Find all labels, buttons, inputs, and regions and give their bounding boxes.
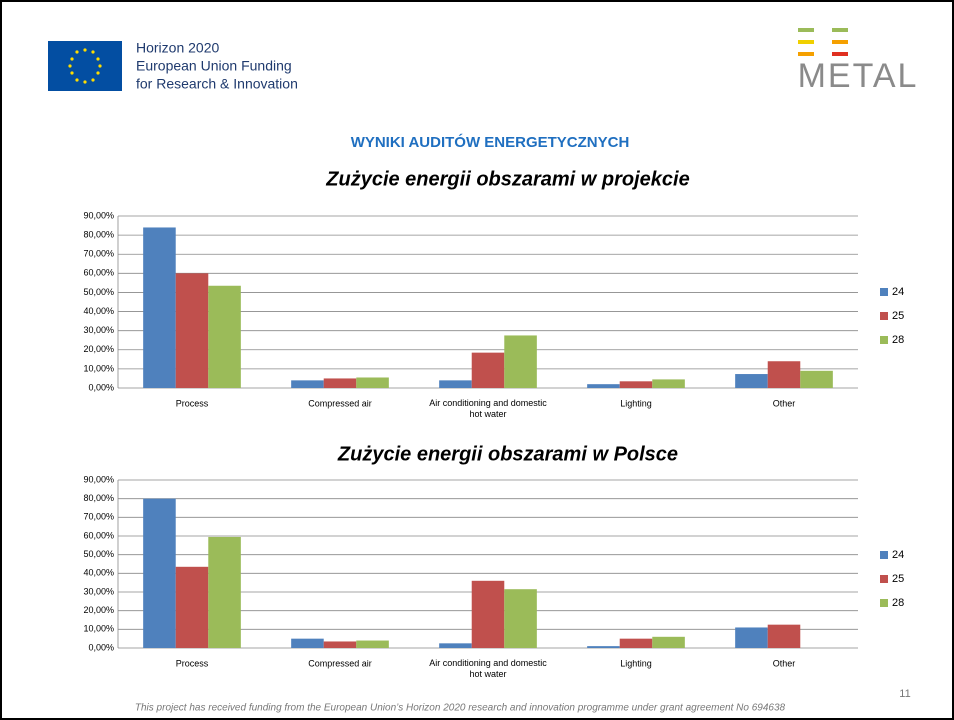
footer: This project has received funding from t… [135, 703, 786, 714]
bar [619, 381, 653, 388]
y-tick-label: 10,00% [83, 363, 114, 373]
bar [471, 352, 505, 388]
y-tick-label: 60,00% [83, 268, 114, 278]
legend-label: 25 [892, 310, 904, 322]
legend-label: 28 [892, 597, 904, 609]
x-tick-label: Air conditioning and domestic hot water [429, 398, 547, 419]
y-tick-label: 80,00% [83, 229, 114, 239]
header-line: European Union Funding [136, 58, 292, 74]
bar [356, 640, 389, 648]
header-line: Horizon 2020 [136, 40, 219, 56]
bar [323, 641, 357, 648]
legend-label: 24 [892, 286, 904, 298]
bar [291, 638, 324, 648]
x-tick-label: Air conditioning and domestic hot water [429, 658, 547, 679]
bar [504, 589, 537, 648]
legend-swatch [880, 575, 888, 583]
header-line: for Research & Innovation [136, 76, 298, 92]
x-tick-label: Compressed air [308, 398, 372, 408]
chart-title: Zużycie energii obszarami w projekcie [325, 168, 689, 190]
bar [652, 636, 685, 648]
legend-label: 28 [892, 334, 904, 346]
legend-swatch [880, 336, 888, 344]
y-tick-label: 0,00% [88, 382, 114, 392]
bar [767, 361, 801, 388]
legend-swatch [880, 312, 888, 320]
logo-text: METAL [798, 57, 919, 95]
bar [175, 566, 209, 648]
bar [735, 374, 768, 388]
legend-swatch [880, 599, 888, 607]
bar [143, 498, 176, 648]
logo-bars [798, 28, 848, 56]
x-tick-label: Lighting [620, 658, 652, 668]
bar [587, 384, 620, 388]
bar [356, 377, 389, 388]
bar [208, 536, 241, 648]
y-tick-label: 10,00% [83, 624, 114, 634]
bar [767, 624, 801, 648]
x-tick-label: Process [176, 398, 209, 408]
legend-label: 24 [892, 549, 904, 561]
bar [323, 378, 357, 388]
y-tick-label: 20,00% [83, 344, 114, 354]
y-tick-label: 80,00% [83, 493, 114, 503]
x-tick-label: Other [773, 658, 796, 668]
legend-swatch [880, 288, 888, 296]
bar [291, 380, 324, 388]
y-tick-label: 70,00% [83, 512, 114, 522]
bar [439, 643, 472, 648]
x-tick-label: Compressed air [308, 658, 372, 668]
y-tick-label: 90,00% [83, 210, 114, 220]
y-tick-label: 0,00% [88, 642, 114, 652]
page-number: 11 [899, 688, 910, 700]
x-tick-label: Process [176, 658, 209, 668]
y-tick-label: 40,00% [83, 306, 114, 316]
bar [619, 638, 653, 648]
slide-heading: WYNIKI AUDITÓW ENERGETYCZNYCH [351, 133, 630, 151]
y-tick-label: 70,00% [83, 249, 114, 259]
y-tick-label: 30,00% [83, 586, 114, 596]
y-tick-label: 50,00% [83, 287, 114, 297]
bar [471, 580, 505, 648]
bar [143, 227, 176, 388]
y-tick-label: 90,00% [83, 474, 114, 484]
bar [735, 627, 768, 648]
y-tick-label: 50,00% [83, 549, 114, 559]
bar [439, 380, 472, 388]
legend-swatch [880, 551, 888, 559]
bar [208, 285, 241, 388]
eu-stars [68, 48, 102, 84]
x-tick-label: Lighting [620, 398, 652, 408]
chart-title: Zużycie energii obszarami w Polsce [337, 443, 678, 465]
bar [504, 335, 537, 388]
y-tick-label: 20,00% [83, 605, 114, 615]
y-tick-label: 40,00% [83, 568, 114, 578]
y-tick-label: 30,00% [83, 325, 114, 335]
y-tick-label: 60,00% [83, 530, 114, 540]
bar [800, 370, 833, 388]
x-tick-label: Other [773, 398, 796, 408]
bar [175, 273, 209, 388]
bar [587, 646, 620, 648]
bar [652, 379, 685, 388]
legend-label: 25 [892, 573, 904, 585]
